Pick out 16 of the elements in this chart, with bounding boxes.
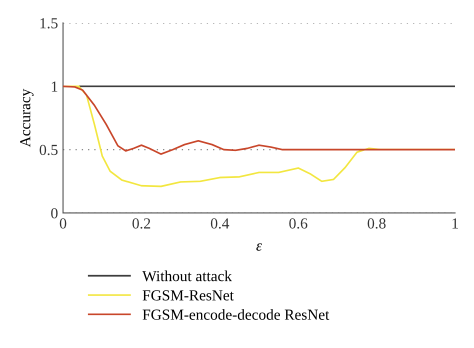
legend-label: FGSM-ResNet xyxy=(142,290,234,301)
y-tick-label: 0 xyxy=(51,208,58,218)
x-tick-label: 0.2 xyxy=(132,218,150,229)
line-series xyxy=(63,85,456,155)
x-tick-label: 0.8 xyxy=(368,218,386,229)
legend-label: Without attack xyxy=(142,270,232,282)
x-tick-label: 0.4 xyxy=(210,218,230,229)
legend-label: FGSM-encode-decode ResNet xyxy=(142,309,330,320)
y-axis-title: Accuracy xyxy=(20,88,34,148)
x-tick-label: 0 xyxy=(60,218,66,229)
y-tick-label: 0.5 xyxy=(40,144,58,156)
y-tick-label: 1 xyxy=(52,82,58,92)
x-axis-title: ε xyxy=(256,243,262,251)
x-tick-label: 1 xyxy=(452,218,458,228)
y-tick-label: 1.5 xyxy=(40,18,58,28)
x-tick-label: 0.6 xyxy=(289,218,308,229)
